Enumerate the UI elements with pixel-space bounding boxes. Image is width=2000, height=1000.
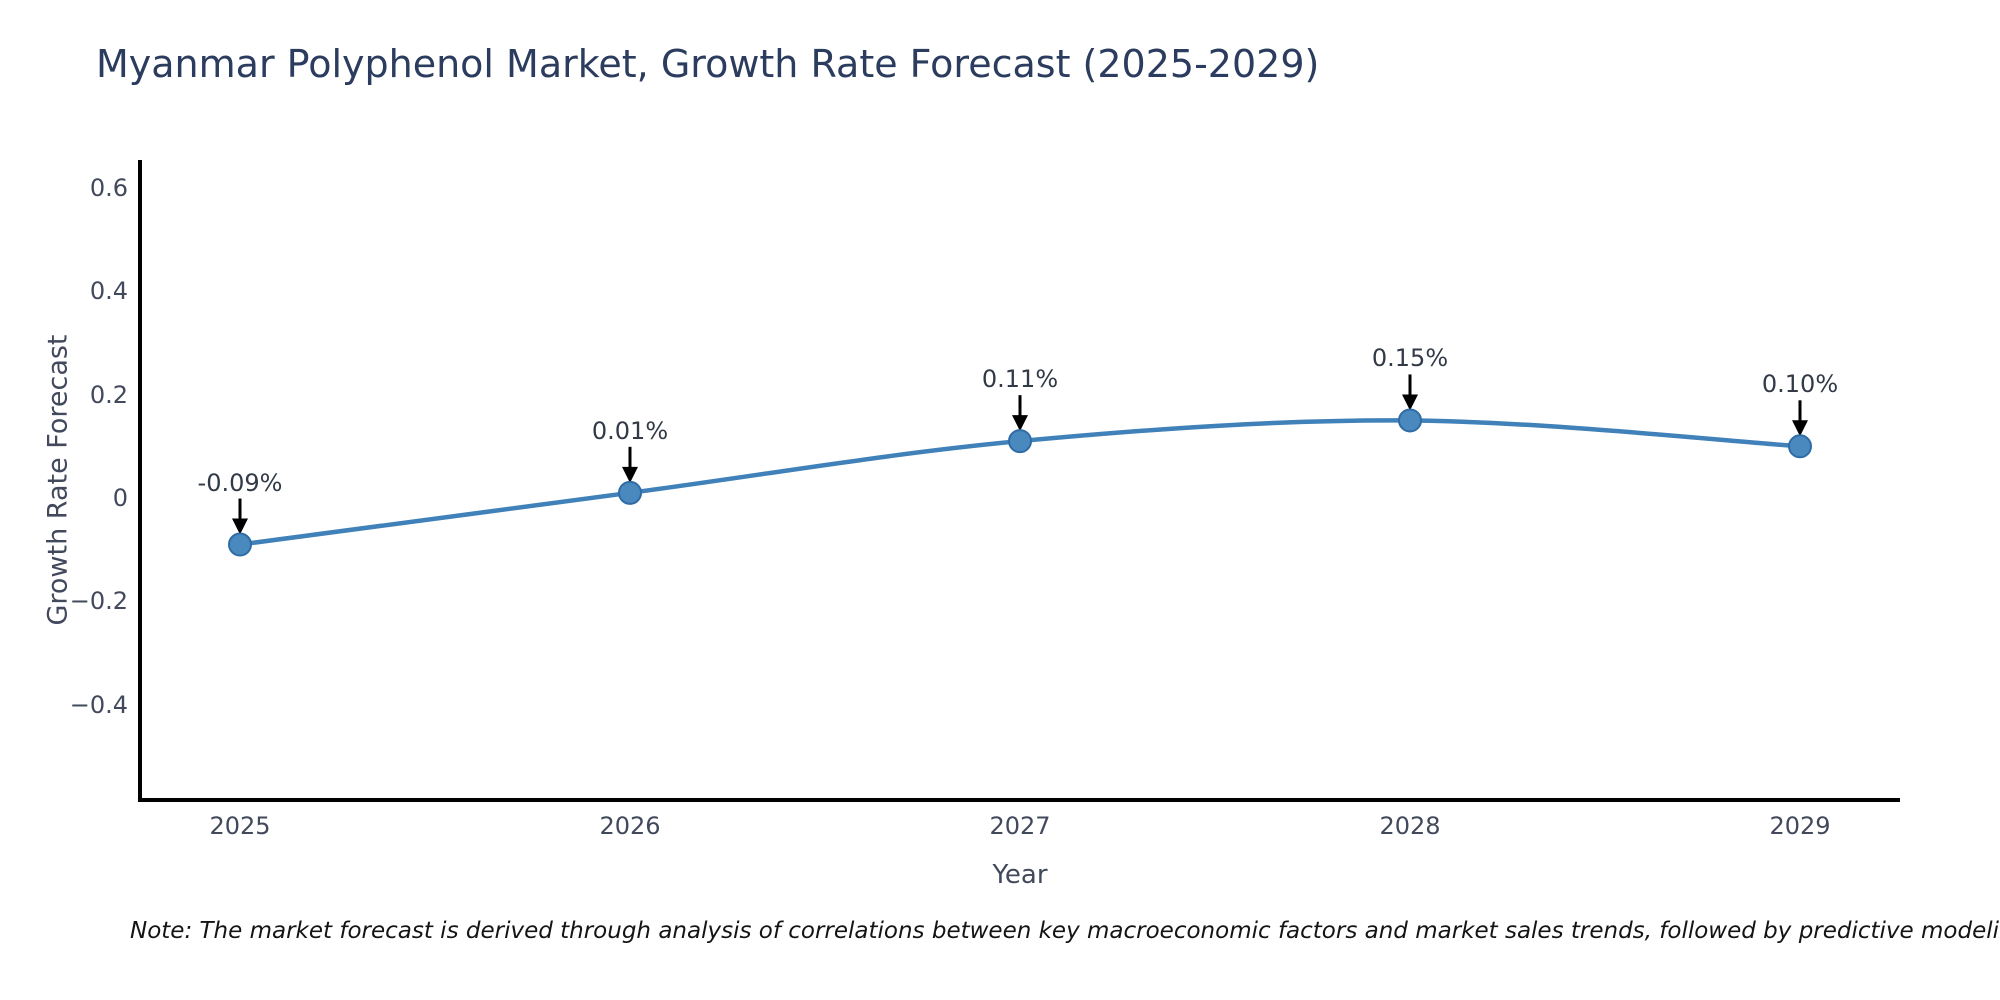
x-tick-label: 2028 [1379,812,1441,840]
x-tick-label: 2025 [209,812,271,840]
annotation-arrows [232,374,1808,535]
point-annotation: 0.01% [591,416,669,445]
x-tick-label: 2027 [989,812,1051,840]
x-axis-title: Year [992,860,1048,890]
x-tick-label: 2026 [599,812,661,840]
point-annotation: 0.15% [1371,344,1449,373]
y-tick-label: 0 [112,484,128,512]
y-tick-label: −0.2 [69,587,128,616]
y-tick-label: 0.4 [89,277,128,306]
point-annotation: 0.11% [981,365,1059,394]
chart-title: Myanmar Polyphenol Market, Growth Rate F… [96,42,1320,86]
point-annotation: -0.09% [197,468,283,497]
x-tick-label: 2029 [1769,812,1831,840]
footnote: Note: The market forecast is derived thr… [130,918,2000,944]
axis-spines [138,160,1900,802]
data-point-markers [228,408,1812,557]
y-tick-label: 0.2 [89,380,128,409]
y-tick-label: −0.4 [69,690,128,719]
point-annotation: 0.10% [1761,370,1839,399]
y-tick-label: 0.6 [89,173,128,202]
